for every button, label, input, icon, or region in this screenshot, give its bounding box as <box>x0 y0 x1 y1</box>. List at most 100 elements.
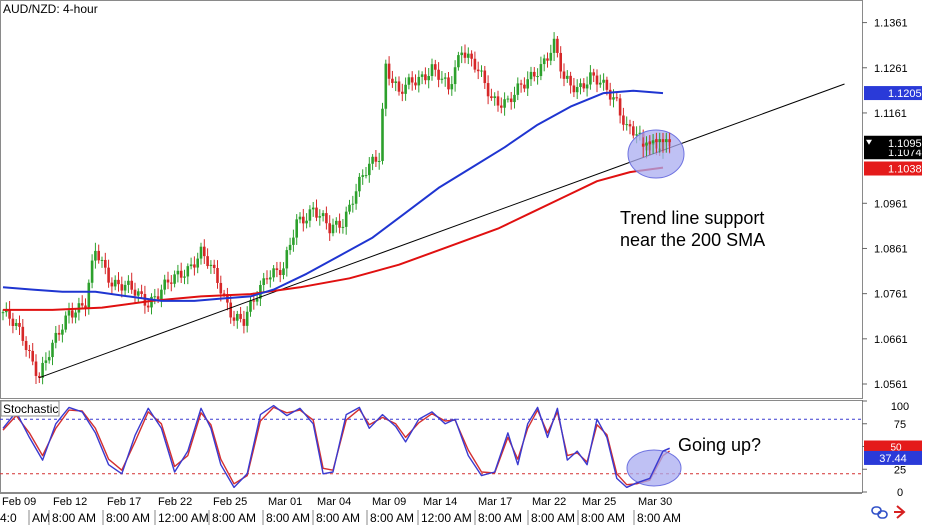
candle-body <box>509 98 513 103</box>
candle-body <box>193 264 196 268</box>
candle-body <box>457 55 460 68</box>
candle-body <box>486 83 490 97</box>
candle <box>193 256 196 276</box>
candle-body <box>90 260 94 283</box>
candle <box>61 324 64 343</box>
candle <box>18 315 21 335</box>
candle-body <box>470 53 473 59</box>
candle <box>476 61 480 80</box>
candle-body <box>440 78 444 80</box>
candle <box>549 44 553 66</box>
time-label: AM <box>32 511 50 525</box>
candle <box>206 248 209 269</box>
candle <box>509 91 513 110</box>
candle <box>582 78 586 93</box>
candle <box>608 82 612 106</box>
candle-body <box>84 305 87 309</box>
candle-body <box>203 246 206 257</box>
candle-body <box>272 268 275 278</box>
candle <box>384 59 388 117</box>
candle-body <box>493 96 496 99</box>
candle <box>143 285 147 314</box>
candle <box>434 59 437 77</box>
candle <box>179 262 183 284</box>
candle <box>219 275 223 302</box>
price-axis-tick-label: 1.0561 <box>874 379 908 391</box>
candle-body <box>496 96 500 106</box>
candle-body <box>321 213 325 217</box>
candle <box>137 288 140 303</box>
candle-body <box>608 89 612 100</box>
candle <box>533 67 536 82</box>
candle <box>275 261 279 278</box>
candle-body <box>335 220 338 225</box>
stoch-d-tag-bg <box>864 440 922 453</box>
candle-body <box>424 74 427 81</box>
candle <box>443 73 447 87</box>
candle <box>397 76 401 96</box>
price-axis-tick-label: 1.1361 <box>874 18 908 30</box>
candle-body <box>325 213 328 224</box>
candle-body <box>414 82 417 86</box>
candle <box>173 270 176 288</box>
candle-body <box>536 76 539 78</box>
candle <box>203 239 206 264</box>
candle-body <box>615 97 619 99</box>
stoch-k-line-highlight <box>626 447 670 489</box>
candle <box>440 71 444 84</box>
candle-body <box>209 264 213 267</box>
candle <box>229 294 232 324</box>
candle-body <box>143 293 147 306</box>
candle <box>513 86 516 109</box>
candle <box>97 244 100 264</box>
candle-body <box>156 296 160 300</box>
candle <box>153 288 157 305</box>
link-icon[interactable] <box>871 506 888 519</box>
stoch-highlight-circle <box>626 449 682 487</box>
candle-body <box>404 84 407 94</box>
arrow-icon[interactable] <box>894 505 906 519</box>
candle-body <box>427 76 430 81</box>
candle <box>28 344 31 359</box>
candle-body <box>500 105 503 108</box>
candle <box>170 275 173 292</box>
candle <box>387 56 391 86</box>
candle-body <box>467 53 470 58</box>
candle-body <box>572 85 576 93</box>
candle <box>463 44 467 64</box>
candle-body <box>54 332 58 343</box>
candle <box>486 75 490 105</box>
candle-body <box>1 312 5 314</box>
candle-body <box>265 278 269 280</box>
candle-body <box>153 296 157 298</box>
stoch-k-tag: 37.44 <box>879 453 907 465</box>
candle-body <box>74 312 77 318</box>
candle <box>592 68 595 83</box>
candle-body <box>585 84 589 89</box>
candle <box>272 265 275 282</box>
candle <box>298 212 302 224</box>
candle <box>496 90 500 112</box>
candle <box>404 77 407 101</box>
candle-body <box>146 305 150 308</box>
candle-body <box>338 220 341 228</box>
candle <box>622 107 625 131</box>
candle <box>84 298 87 317</box>
candle <box>351 195 355 213</box>
candle-body <box>282 268 285 276</box>
candle <box>140 284 143 299</box>
candle-body <box>47 357 51 361</box>
candle <box>500 97 503 114</box>
candle <box>302 208 305 232</box>
candle-body <box>579 83 582 87</box>
candle <box>526 71 529 96</box>
candle-body <box>618 98 622 116</box>
candle-body <box>407 77 411 85</box>
time-label: 8:00 AM <box>316 511 360 525</box>
candle <box>539 56 543 81</box>
candle-body <box>11 318 15 326</box>
candle-body <box>628 124 632 127</box>
date-label: Mar 22 <box>532 496 566 508</box>
candle <box>473 51 477 73</box>
candle-body <box>625 124 628 126</box>
